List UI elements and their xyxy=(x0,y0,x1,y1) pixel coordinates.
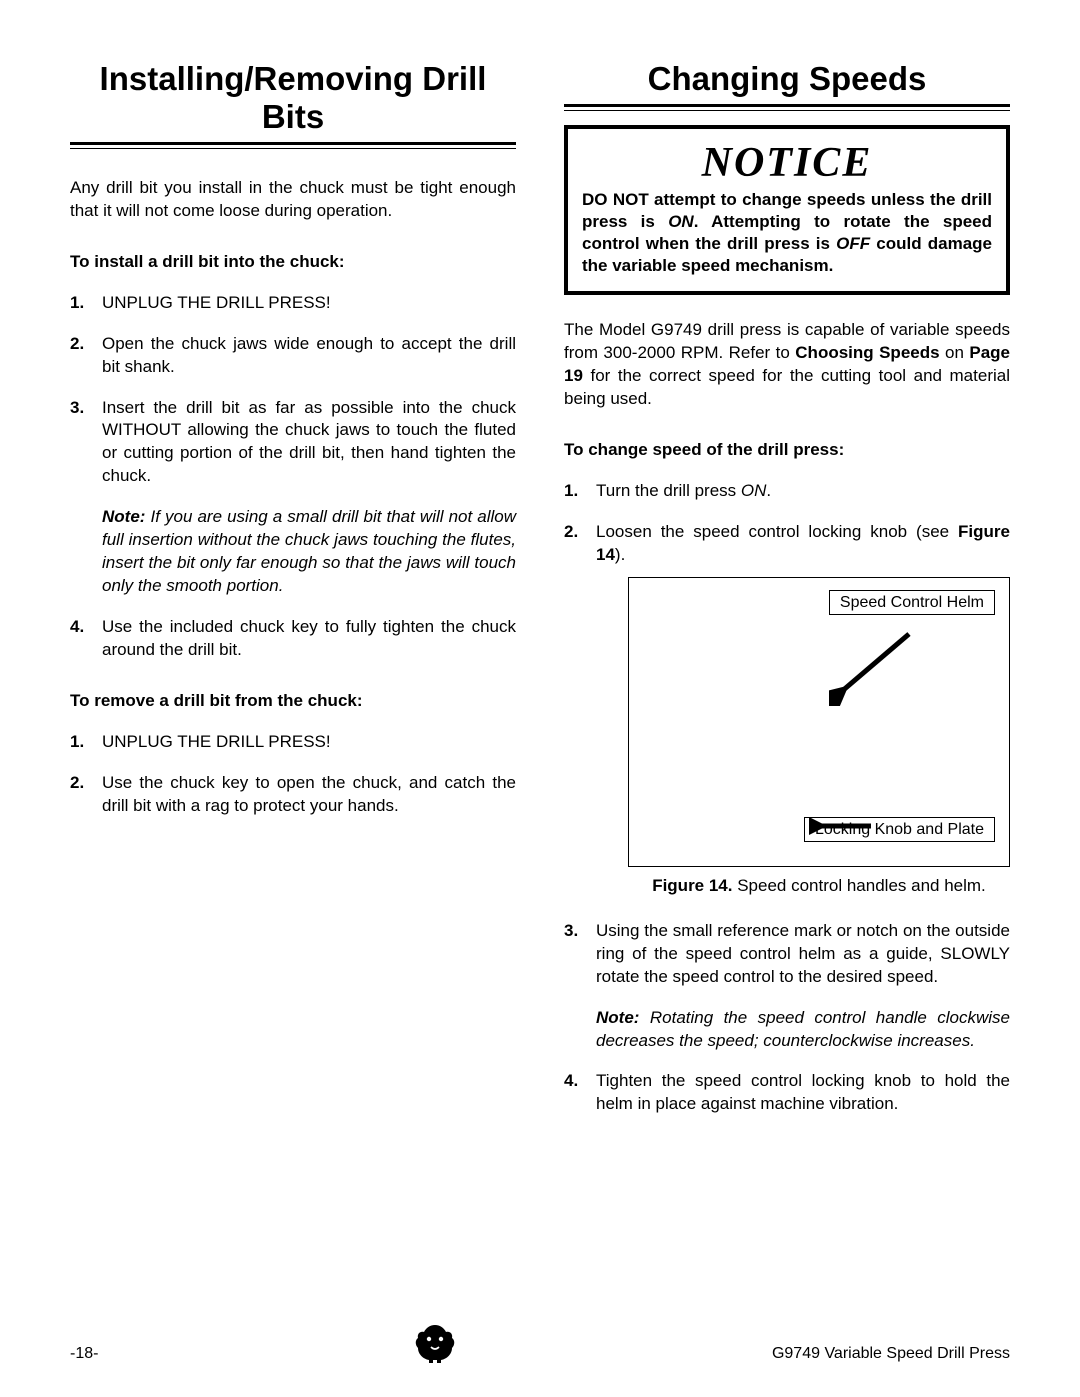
figure-label-helm: Speed Control Helm xyxy=(829,590,995,615)
figure-14: Speed Control Helm Locking Knob and Plat… xyxy=(628,577,1010,898)
arrow-icon xyxy=(829,626,919,706)
notice-title: NOTICE xyxy=(582,139,992,187)
install-steps: UNPLUG THE DRILL PRESS! Open the chuck j… xyxy=(70,292,516,489)
page-number: -18- xyxy=(70,1345,98,1363)
note-body: If you are using a small drill bit that … xyxy=(102,507,516,595)
page-footer: -18- G9749 Variable Speed Drill Press xyxy=(70,1321,1010,1363)
notice-box: NOTICE DO NOT attempt to change speeds u… xyxy=(564,125,1010,295)
right-intro: The Model G9749 drill press is capable o… xyxy=(564,319,1010,411)
left-column: Installing/Removing Drill Bits Any drill… xyxy=(70,60,516,1134)
remove-step: UNPLUG THE DRILL PRESS! xyxy=(70,731,516,754)
right-title: Changing Speeds xyxy=(564,60,1010,98)
install-step: Use the included chuck key to fully tigh… xyxy=(70,616,516,662)
install-step: Open the chuck jaws wide enough to accep… xyxy=(70,333,516,379)
change-steps: Turn the drill press ON. Loosen the spee… xyxy=(564,480,1010,989)
install-step: Insert the drill bit as far as possible … xyxy=(70,397,516,489)
remove-heading: To remove a drill bit from the chuck: xyxy=(70,690,516,713)
notice-body: DO NOT attempt to change speeds unless t… xyxy=(582,189,992,277)
change-step: Using the small reference mark or notch … xyxy=(564,920,1010,989)
speed-note: Note: Rotating the speed control handle … xyxy=(564,1007,1010,1053)
change-steps-cont: Tighten the speed control locking knob t… xyxy=(564,1070,1010,1116)
change-step: Turn the drill press ON. xyxy=(564,480,1010,503)
rule xyxy=(564,104,1010,107)
bear-logo-icon xyxy=(412,1321,458,1363)
doc-title: G9749 Variable Speed Drill Press xyxy=(772,1345,1010,1363)
left-intro: Any drill bit you install in the chuck m… xyxy=(70,177,516,223)
note-label: Note: xyxy=(596,1008,639,1027)
change-step: Tighten the speed control locking knob t… xyxy=(564,1070,1010,1116)
left-title: Installing/Removing Drill Bits xyxy=(70,60,516,136)
rule xyxy=(70,142,516,145)
install-step: UNPLUG THE DRILL PRESS! xyxy=(70,292,516,315)
note-body: Rotating the speed control handle clockw… xyxy=(596,1008,1010,1050)
install-heading: To install a drill bit into the chuck: xyxy=(70,251,516,274)
change-heading: To change speed of the drill press: xyxy=(564,439,1010,462)
note-label: Note: xyxy=(102,507,145,526)
install-note: Note: If you are using a small drill bit… xyxy=(70,506,516,598)
remove-step: Use the chuck key to open the chuck, and… xyxy=(70,772,516,818)
arrow-icon xyxy=(809,816,879,836)
rule xyxy=(70,148,516,149)
install-steps-cont: Use the included chuck key to fully tigh… xyxy=(70,616,516,662)
change-step: Loosen the speed control locking knob (s… xyxy=(564,521,1010,898)
right-column: Changing Speeds NOTICE DO NOT attempt to… xyxy=(564,60,1010,1134)
rule xyxy=(564,110,1010,111)
figure-caption: Figure 14. Speed control handles and hel… xyxy=(628,875,1010,898)
figure-frame: Speed Control Helm Locking Knob and Plat… xyxy=(628,577,1010,867)
remove-steps: UNPLUG THE DRILL PRESS! Use the chuck ke… xyxy=(70,731,516,818)
